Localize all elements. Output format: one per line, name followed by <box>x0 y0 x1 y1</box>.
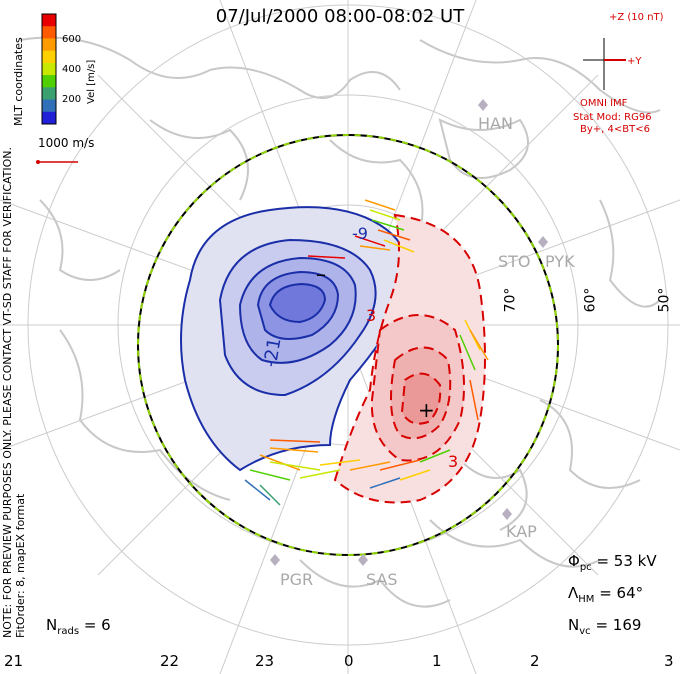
nrads-symbol: N <box>46 616 58 634</box>
station-sto: STO <box>498 252 531 271</box>
colorbar-segment <box>42 38 56 52</box>
colorbar-tick-400: 400 <box>62 64 82 75</box>
station-sas: SAS <box>366 570 398 589</box>
imf-by-label: +Y <box>627 56 642 67</box>
stat-lambda: ΛHM = 64° <box>568 584 643 605</box>
mlt-label-0: 0 <box>344 652 354 670</box>
positive-potential-cell <box>333 213 486 504</box>
nrads-sub: rads <box>57 626 80 637</box>
map-title: 07/Jul/2000 08:00-08:02 UT <box>215 6 465 27</box>
mlt-label-3: 3 <box>664 652 674 670</box>
colorbar-segment <box>42 75 56 88</box>
coastlines <box>19 36 661 608</box>
colorbar-segment <box>42 26 56 39</box>
imf-clock-dial <box>583 38 626 90</box>
imf-bz-label: +Z (10 nT) <box>609 12 664 23</box>
mlt-label-22: 22 <box>160 652 180 670</box>
lat-label-50: 50° <box>656 287 673 313</box>
velocity-vectors <box>244 199 489 506</box>
stat-nrads: Nrads = 6 <box>46 616 111 637</box>
lat-label-60: 60° <box>582 287 599 313</box>
phi-value: = 53 kV <box>596 552 657 570</box>
nvc-symbol: N <box>568 616 580 634</box>
colorbar-segment <box>42 99 56 113</box>
contour-label-pos3-top: 3 <box>366 306 377 325</box>
fit-info: FitOrder: 8, mapEX format <box>14 493 27 638</box>
nvc-sub: vc <box>579 626 591 637</box>
contour-label-pos3-bottom: 3 <box>448 452 459 471</box>
nvc-value: = 169 <box>595 616 642 634</box>
lambda-symbol: Λ <box>568 584 579 602</box>
mlt-label-1: 1 <box>432 652 442 670</box>
stat-model: Stat Mod: RG96 <box>573 112 652 123</box>
coords-label: MLT coordinates <box>12 37 25 126</box>
stat-nvc: Nvc = 169 <box>568 616 641 637</box>
colorbar-tick-200: 200 <box>62 94 82 105</box>
colorbar-label: Vel [m/s] <box>86 59 97 104</box>
phi-symbol: Φ <box>568 552 580 570</box>
phi-sub: pc <box>579 562 592 573</box>
colorbar <box>41 13 57 125</box>
colorbar-frame <box>41 13 57 125</box>
station-kap: KAP <box>506 522 537 541</box>
colorbar-segment <box>42 14 56 27</box>
colorbar-segment <box>42 50 56 64</box>
station-han: HAN <box>478 114 513 133</box>
colorbar-segment <box>42 62 56 76</box>
imf-source: OMNI IMF <box>580 98 628 109</box>
vector-scale-label: 1000 m/s <box>38 136 95 150</box>
mlt-label-2: 2 <box>530 652 540 670</box>
lambda-sub: HM <box>578 594 595 605</box>
station-markers <box>270 99 548 566</box>
potential-max-marker: + <box>418 398 435 422</box>
colorbar-tick-600: 600 <box>62 34 82 45</box>
contour-label-neg9: -9 <box>352 224 368 243</box>
stat-phi: Φpc = 53 kV <box>568 552 657 573</box>
mlt-label-21: 21 <box>4 652 24 670</box>
preview-notice: NOTE: FOR PREVIEW PURPOSES ONLY. PLEASE … <box>1 146 14 638</box>
imf-condition: By+, 4<BT<6 <box>580 124 650 135</box>
mlt-label-23: 23 <box>255 652 275 670</box>
colorbar-segment <box>42 87 56 101</box>
lambda-value: = 64° <box>599 584 644 602</box>
lat-label-70: 70° <box>502 287 519 313</box>
station-pyk: PYK <box>545 252 575 271</box>
station-pgr: PGR <box>280 570 314 589</box>
negative-potential-cell <box>180 206 411 472</box>
nrads-value: = 6 <box>83 616 111 634</box>
colorbar-segment <box>42 111 56 125</box>
potential-min-marker: – <box>316 262 326 286</box>
